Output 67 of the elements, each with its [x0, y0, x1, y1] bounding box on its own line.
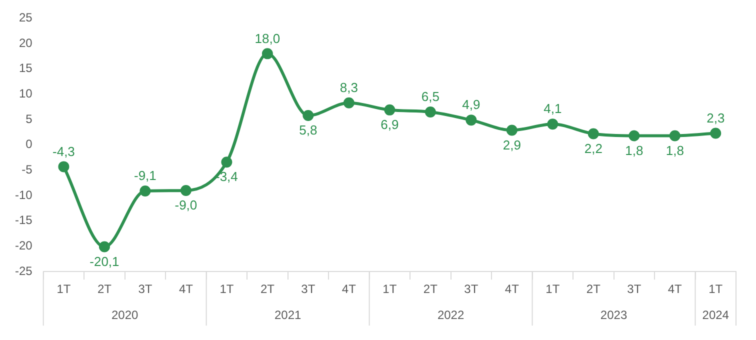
point	[710, 128, 722, 139]
x-tick-label: 2T	[423, 282, 438, 296]
y-tick-label: -15	[15, 213, 33, 228]
data-label: 5,8	[299, 122, 318, 138]
y-tick-label: -20	[15, 238, 33, 253]
x-tick-label: 4T	[668, 282, 683, 296]
point	[180, 185, 192, 196]
x-tick-label: 2T	[586, 282, 602, 296]
point	[588, 128, 599, 140]
x-tick-label: 1T	[56, 282, 72, 296]
y-tick-label: -25	[15, 264, 33, 278]
x-tick-label: 1T	[220, 282, 234, 296]
y-tick-label: -5	[22, 162, 33, 177]
data-label: 6,9	[380, 117, 399, 132]
text: 2020	[111, 308, 139, 322]
data-label: -3,4	[215, 169, 238, 184]
point	[384, 104, 396, 116]
point	[466, 114, 477, 126]
point	[628, 130, 640, 142]
x-tick-label: 4T	[178, 282, 194, 296]
x-tick-label: 3T	[627, 282, 642, 296]
point	[424, 106, 436, 118]
data-label: 1,8	[666, 142, 684, 158]
point	[98, 241, 110, 252]
x-tick-label: 1T	[382, 282, 398, 296]
data-label: 2,2	[584, 140, 602, 156]
data-label: 2,9	[502, 137, 521, 152]
x-tick-label: 3T	[138, 282, 153, 296]
data-label: 6,5	[421, 89, 440, 104]
y-tick-label: 5	[26, 112, 33, 126]
data-label: 18,0	[254, 30, 280, 46]
data-label: 2,3	[706, 110, 725, 126]
point	[140, 186, 151, 197]
x-tick-label: 4T	[342, 282, 357, 296]
data-label: -20,1	[90, 254, 120, 269]
x-tick-label: 3T	[464, 282, 479, 296]
point	[669, 130, 680, 142]
x-tick-label: 2T	[97, 282, 112, 296]
point	[547, 118, 558, 130]
data-label: -4,3	[52, 144, 75, 159]
point	[58, 161, 70, 172]
point	[506, 124, 518, 136]
x-tick-label: 4T	[504, 282, 520, 296]
y-tick-label: -10	[15, 188, 33, 202]
text: 2022	[437, 308, 464, 322]
data-label: 8,3	[340, 80, 358, 95]
point	[221, 156, 232, 168]
data-label: 1,8	[625, 142, 644, 158]
data-label: -9,1	[134, 168, 156, 184]
y-tick-label: 20	[18, 36, 33, 50]
x-tick-label: 1T	[546, 282, 560, 296]
data-label: -9,0	[174, 198, 198, 213]
y-tick-label: 15	[18, 61, 33, 76]
x-tick-label: 2T	[260, 282, 276, 296]
text: 2021	[274, 308, 302, 322]
y-tick-label: 25	[18, 10, 33, 25]
point	[343, 97, 354, 108]
y-tick-label: 0	[26, 137, 33, 152]
data-label: 4,1	[544, 101, 562, 116]
data-label: 4,9	[462, 97, 480, 112]
text: 2023	[600, 308, 628, 322]
point	[262, 48, 273, 60]
y-tick-label: 10	[18, 86, 33, 101]
text: 2024	[702, 308, 730, 322]
x-tick-label: 3T	[301, 282, 316, 296]
x-tick-label: 1T	[708, 282, 724, 296]
point	[302, 110, 314, 122]
